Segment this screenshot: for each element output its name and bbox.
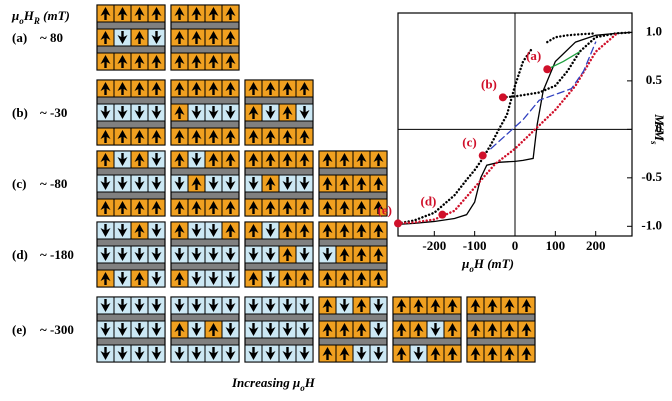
row-field: ~ -300: [40, 322, 74, 337]
state-marker: [543, 65, 551, 73]
caption-part: Increasing μ: [231, 375, 300, 390]
state-label: (e): [378, 202, 392, 217]
x-tick-label: 100: [546, 238, 566, 253]
header-part: (mT): [40, 8, 70, 23]
domain-tile: [245, 151, 313, 216]
magnetization-plot: -200-1000100200-1.0-0.500.51.0μoH (mT)M/…: [378, 13, 667, 274]
header-part: μ: [11, 8, 19, 23]
row-field: ~ 80: [40, 30, 63, 45]
row-field: ~ -180: [40, 247, 74, 262]
domain-tile: [245, 222, 313, 287]
domain-diagrams: [97, 5, 535, 362]
x-tick-label: -200: [422, 238, 446, 253]
domain-tile: [467, 297, 535, 362]
domain-tile: [171, 80, 239, 145]
y-axis-label-part: M/M: [652, 113, 667, 141]
x-axis-label-part: μ: [461, 256, 469, 271]
domain-tile: [319, 222, 387, 287]
domain-tile: [245, 80, 313, 145]
state-marker: [499, 93, 507, 101]
y-tick-label: -0.5: [641, 169, 662, 184]
y-tick-label: 0.5: [646, 72, 663, 87]
x-axis-label-part: (mT): [484, 256, 514, 271]
domain-tile: [97, 80, 165, 145]
caption-part: H: [304, 375, 316, 390]
row-field: ~ -80: [40, 176, 67, 191]
caption: Increasing μoH: [231, 375, 316, 393]
domain-tile: [393, 297, 461, 362]
state-marker: [394, 219, 402, 227]
domain-tile: [97, 297, 165, 362]
y-tick-label: -1.0: [641, 217, 662, 232]
y-axis-label: M/Ms: [649, 113, 667, 145]
y-tick-label: 1.0: [646, 23, 662, 38]
row-label: (b): [12, 105, 28, 120]
state-label: (b): [481, 76, 497, 91]
domain-tile: [171, 5, 239, 70]
row-label: (e): [12, 322, 26, 337]
header-part: R: [33, 16, 40, 26]
domain-tile: [97, 151, 165, 216]
state-label: (c): [462, 135, 476, 150]
x-tick-label: 0: [512, 238, 519, 253]
row-field: ~ -30: [40, 105, 67, 120]
y-axis-label-part: s: [649, 140, 659, 145]
domain-tile: [171, 297, 239, 362]
row-label: (c): [12, 176, 26, 191]
x-tick-label: 200: [586, 238, 606, 253]
domain-tile: [97, 222, 165, 287]
header: μoHR (mT): [11, 8, 70, 26]
series-line: [491, 42, 596, 149]
domain-tile: [319, 297, 387, 362]
domain-tile: [245, 297, 313, 362]
state-marker: [438, 211, 446, 219]
state-label: (a): [526, 48, 541, 63]
state-label: (d): [420, 194, 436, 209]
x-tick-label: -100: [463, 238, 487, 253]
domain-tile: [97, 5, 165, 70]
figure: -200-1000100200-1.0-0.500.51.0μoH (mT)M/…: [0, 0, 672, 401]
row-label: (a): [12, 30, 27, 45]
domain-tile: [171, 222, 239, 287]
state-marker: [479, 152, 487, 160]
domain-tile: [171, 151, 239, 216]
x-axis-label: μoH (mT): [461, 256, 514, 274]
row-label: (d): [12, 247, 28, 262]
